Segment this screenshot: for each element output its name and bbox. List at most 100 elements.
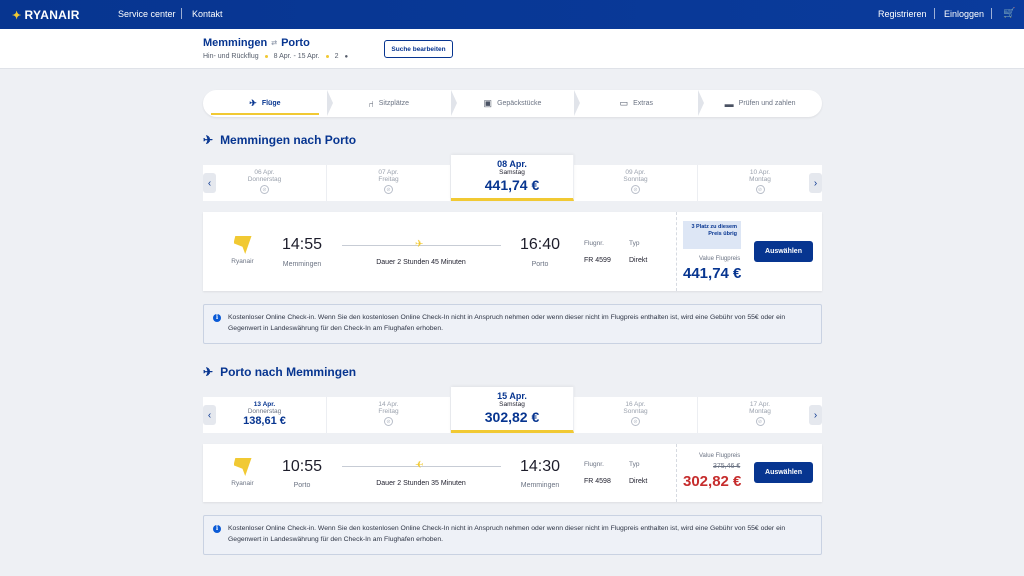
trip-info: Hin- und Rückflug 8 Apr. - 15 Apr. 2 ● (203, 53, 348, 60)
flight-type: Direkt (629, 257, 648, 264)
seats-left-badge: 3 Platz zu diesem Preis übrig (683, 221, 741, 249)
section-title-text: Memmingen nach Porto (220, 133, 357, 147)
flight-type-label: Typ (629, 461, 640, 468)
arrival-city: Porto (531, 261, 549, 268)
no-flight-icon: ⊘ (631, 185, 640, 194)
no-flight-icon: ⊘ (755, 185, 765, 194)
step-extras[interactable]: ▭ Extras (574, 90, 704, 117)
nav-divider (181, 8, 182, 19)
ryanair-harp-icon (233, 458, 252, 476)
flight-number-label: Flugnr. (584, 240, 604, 247)
fare-box: 3 Platz zu diesem Preis übrig Value Flug… (676, 212, 822, 291)
edit-search-button[interactable]: Suche bearbeiten (384, 40, 453, 58)
select-flight-button[interactable]: Auswählen (754, 462, 813, 483)
date-option-selected[interactable]: 15 Apr. Samstag 302,82 € (451, 387, 574, 433)
info-icon: i (213, 525, 221, 533)
no-flight-icon: ⊘ (384, 185, 393, 194)
step-payment[interactable]: ▬ Prüfen und zahlen (698, 90, 822, 117)
ryanair-harp-icon (233, 236, 252, 254)
plane-icon: ✈ (415, 460, 424, 471)
step-label: Prüfen und zahlen (738, 100, 796, 107)
date-option[interactable]: 17 Apr. Montag ⊘ (698, 397, 822, 433)
inbound-flight-card[interactable]: Ryanair 10:55 Porto ✈ Dauer 2 Stunden 35… (203, 444, 822, 502)
booking-steps: ✈ Flüge ⑁ Sitzplätze ▣ Gepäckstücke ▭ Ex… (203, 90, 822, 117)
step-label: Gepäckstücke (497, 100, 542, 107)
date-price: 138,61 € (243, 415, 286, 427)
date-option[interactable]: 09 Apr. Sonntag ⊘ (574, 165, 698, 201)
nav-service-center[interactable]: Service center (118, 9, 176, 19)
date-option[interactable]: 13 Apr. Donnerstag 138,61 € (203, 397, 327, 433)
flight-type-label: Typ (629, 240, 640, 247)
chevron-right-icon[interactable]: › (809, 173, 822, 193)
step-label: Sitzplätze (378, 100, 410, 107)
chevron-right-icon[interactable]: › (809, 405, 822, 425)
nav-kontakt[interactable]: Kontakt (192, 9, 223, 19)
ryanair-logo[interactable]: ✦ RYANAIR (12, 8, 80, 22)
departure-city: Porto (293, 482, 311, 489)
date-price: 302,82 € (484, 409, 540, 425)
outbound-flight-card[interactable]: Ryanair 14:55 Memmingen ✈ Dauer 2 Stunde… (203, 212, 822, 291)
departure-time: 10:55 (281, 458, 323, 475)
logo-text: RYANAIR (24, 8, 80, 22)
inbound-title: ✈ Porto nach Memmingen (203, 365, 356, 379)
date-option-selected[interactable]: 08 Apr. Samstag 441,74 € (451, 155, 574, 201)
no-flight-icon: ⊘ (755, 417, 765, 426)
round-trip-icon: ⇄ (271, 40, 278, 47)
date-label: 09 Apr. (625, 169, 646, 176)
plane-icon: ✈ (249, 98, 257, 108)
chevron-left-icon[interactable]: ‹ (203, 405, 216, 425)
date-label: 17 Apr. (749, 401, 771, 408)
search-summary-bar (0, 29, 1024, 69)
no-flight-icon: ⊘ (260, 185, 269, 194)
day-label: Donnerstag (247, 176, 282, 183)
nav-login[interactable]: Einloggen (944, 9, 985, 19)
date-label: 13 Apr. (253, 401, 276, 408)
fare-label: Value Flugpreis (699, 453, 741, 459)
date-label: 14 Apr. (378, 401, 399, 408)
origin-city: Memmingen (203, 37, 268, 49)
date-option[interactable]: 06 Apr. Donnerstag ⊘ (203, 165, 327, 201)
checkin-info-box: i Kostenloser Online Check-in. Wenn Sie … (203, 304, 822, 344)
outbound-date-carousel: ‹ 06 Apr. Donnerstag ⊘ 07 Apr. Freitag ⊘… (203, 155, 822, 201)
no-flight-icon: ⊘ (631, 417, 640, 426)
day-label: Montag (749, 408, 771, 415)
step-flights[interactable]: ✈ Flüge (203, 90, 333, 117)
separator-dot (325, 55, 329, 58)
step-seats[interactable]: ⑁ Sitzplätze (327, 90, 457, 117)
step-label: Flüge (261, 100, 281, 107)
flight-number-label: Flugnr. (584, 461, 604, 468)
original-fare: 375,46 € (713, 463, 741, 470)
plane-icon: ✈ (415, 239, 424, 250)
departure-city: Memmingen (282, 261, 322, 268)
info-icon: i (213, 314, 221, 322)
harp-icon: ✦ (12, 9, 22, 22)
fare-box: Value Flugpreis 375,46 € 302,82 € Auswäh… (676, 444, 822, 502)
cart-icon[interactable]: 🛒 (1003, 8, 1016, 19)
date-option[interactable]: 10 Apr. Montag ⊘ (698, 165, 822, 201)
trip-dates: 8 Apr. - 15 Apr. (273, 53, 320, 60)
step-luggage[interactable]: ▣ Gepäckstücke (451, 90, 581, 117)
date-label: 10 Apr. (749, 169, 771, 176)
day-label: Freitag (378, 176, 399, 183)
arrival-time: 16:40 (519, 236, 561, 253)
date-option[interactable]: 07 Apr. Freitag ⊘ (327, 165, 451, 201)
fare-price: 302,82 € (683, 473, 742, 490)
date-label: 08 Apr. (497, 159, 527, 169)
person-icon: ● (344, 53, 349, 60)
select-flight-button[interactable]: Auswählen (754, 241, 813, 262)
date-option[interactable]: 14 Apr. Freitag ⊘ (327, 397, 451, 433)
date-option[interactable]: 16 Apr. Sonntag ⊘ (574, 397, 698, 433)
date-label: 07 Apr. (378, 169, 399, 176)
arrival-time: 14:30 (519, 458, 561, 475)
departure-time: 14:55 (281, 236, 323, 253)
step-label: Extras (633, 100, 653, 107)
card-icon: ▬ (724, 98, 734, 109)
takeoff-icon: ✈ (203, 133, 214, 147)
checkin-info-text: Kostenloser Online Check-in. Wenn Sie de… (228, 525, 786, 543)
chevron-left-icon[interactable]: ‹ (203, 173, 216, 193)
inbound-date-carousel: ‹ 13 Apr. Donnerstag 138,61 € 14 Apr. Fr… (203, 387, 822, 433)
checkin-info-box: i Kostenloser Online Check-in. Wenn Sie … (203, 515, 822, 555)
flight-duration: Dauer 2 Stunden 45 Minuten (376, 259, 466, 266)
airline-name: Ryanair (231, 480, 254, 487)
nav-register[interactable]: Registrieren (878, 9, 927, 19)
